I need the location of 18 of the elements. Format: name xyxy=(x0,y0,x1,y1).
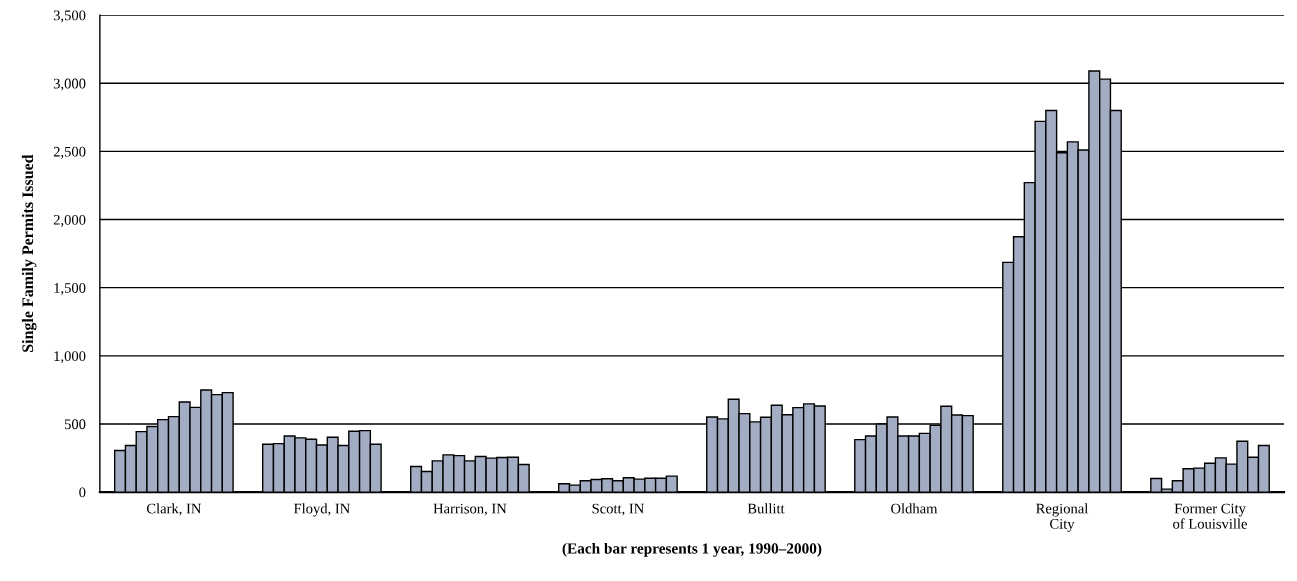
y-tick-label: 0 xyxy=(79,487,86,498)
x-tick-label: Former City of Louisville xyxy=(1173,503,1247,529)
x-tick-label: Oldham xyxy=(891,503,938,514)
x-tick-label: Bullitt xyxy=(747,503,785,514)
y-tick-label: 3,000 xyxy=(53,78,86,91)
x-tick-label: Harrison, IN xyxy=(433,503,507,516)
x-tick-label: Regional City xyxy=(1036,503,1089,532)
y-tick-label: 2,000 xyxy=(53,214,86,227)
x-tick-label: Floyd, IN xyxy=(293,503,350,517)
y-tick-label: 2,500 xyxy=(53,146,86,159)
y-tick-label: 1,000 xyxy=(54,351,86,364)
x-axis-title: (Each bar represents 1 year, 1990–2000) xyxy=(562,542,822,557)
y-tick-label: 500 xyxy=(64,419,86,430)
y-axis-title: Single Family Permits Issued xyxy=(21,154,37,352)
x-tick-label: Clark, IN xyxy=(146,503,202,516)
y-tick-label: 3,500 xyxy=(53,10,86,23)
y-tick-label: 1,500 xyxy=(54,283,86,295)
x-tick-label: Scott, IN xyxy=(592,503,644,516)
